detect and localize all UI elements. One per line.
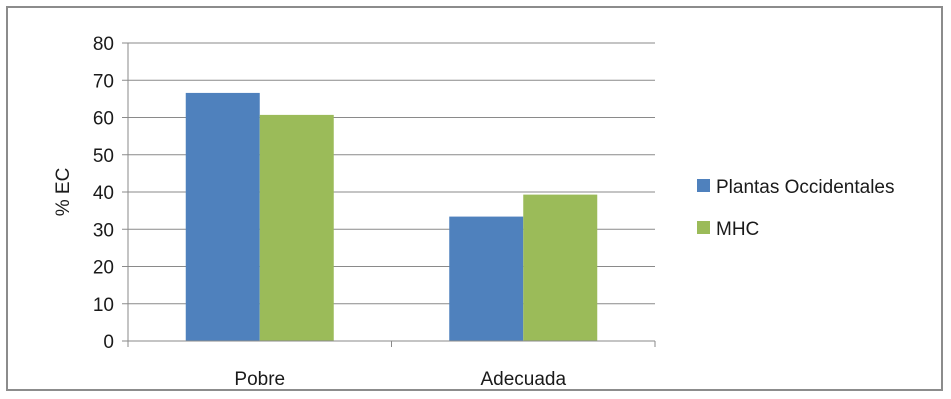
bars <box>185 92 598 341</box>
x-tick-label: Pobre <box>234 369 285 390</box>
bar <box>449 216 524 341</box>
bar <box>259 114 334 341</box>
y-tick-label: 0 <box>103 332 114 353</box>
legend-swatch <box>697 179 710 192</box>
y-tick-label: 30 <box>93 220 114 241</box>
y-tick-label: 70 <box>93 71 114 92</box>
legend: Plantas Occidentales MHC <box>697 177 895 240</box>
y-tick-label: 60 <box>93 109 114 130</box>
axes <box>122 42 656 347</box>
y-tick-label: 10 <box>93 295 114 316</box>
legend-swatch <box>697 221 710 234</box>
y-tick-label: 50 <box>93 146 114 167</box>
y-axis-title: % EC <box>53 168 74 217</box>
bar <box>185 92 260 341</box>
labels: 0 10 20 30 40 50 60 70 80 Pobre Adecuada % EC <box>53 34 566 390</box>
y-tick-label: 20 <box>93 258 114 279</box>
y-tick-label: 80 <box>93 34 114 55</box>
legend-label: MHC <box>716 219 759 240</box>
y-tick-label: 40 <box>93 183 114 204</box>
bar <box>523 194 598 341</box>
x-tick-label: Adecuada <box>480 369 566 390</box>
legend-label: Plantas Occidentales <box>716 177 895 198</box>
